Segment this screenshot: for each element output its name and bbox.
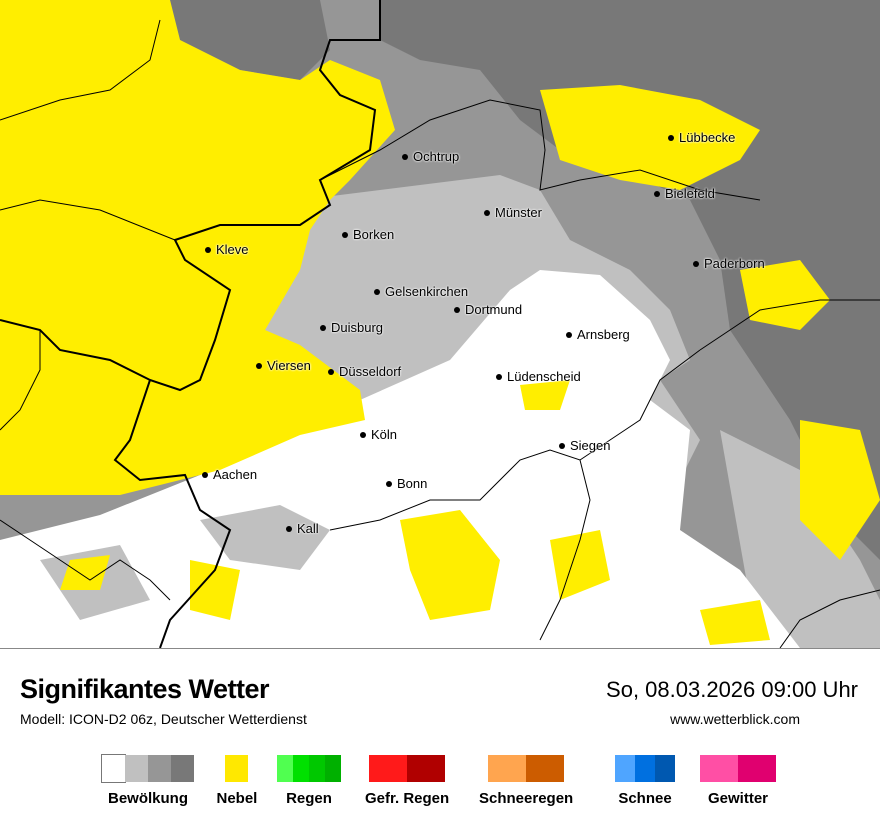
city-dot-icon	[202, 471, 208, 478]
cloud-dark-area	[170, 0, 330, 80]
city-label: Lübbecke	[668, 129, 735, 145]
fog-area	[400, 510, 500, 620]
legend-swatch	[615, 755, 635, 782]
legend-swatches	[101, 754, 194, 783]
city-label: Köln	[360, 426, 397, 442]
city-label: Borken	[342, 226, 394, 242]
city-label: Lüdenscheid	[496, 368, 581, 384]
fog-area	[740, 260, 830, 330]
fog-area	[60, 555, 110, 590]
legend-item: Gefr. Regen	[365, 755, 449, 807]
legend-label: Gefr. Regen	[365, 790, 450, 807]
legend-item: Schnee	[615, 755, 675, 807]
legend-label: Gewitter	[707, 790, 768, 807]
fog-area	[0, 0, 395, 495]
legend-swatch	[171, 755, 194, 782]
legend-label: Schneeregen	[479, 790, 574, 807]
city-dot-icon	[205, 246, 211, 253]
city-label: Aachen	[202, 466, 257, 482]
legend-swatch	[700, 755, 738, 782]
city-dot-icon	[566, 331, 572, 338]
city-label: Bonn	[386, 475, 427, 491]
cloud-dark-area	[380, 0, 880, 560]
fog-area	[190, 560, 240, 620]
city-dot-icon	[360, 431, 366, 438]
city-dot-icon	[668, 134, 674, 141]
city-label: Viersen	[256, 357, 311, 373]
legend-swatches	[217, 755, 258, 782]
legend-item: Bewölkung	[101, 754, 194, 807]
city-dot-icon	[286, 525, 292, 532]
legend-swatch	[293, 755, 309, 782]
legend-swatch	[738, 755, 776, 782]
legend-swatches	[615, 755, 675, 782]
legend-label: Regen	[286, 790, 332, 807]
city-label: Arnsberg	[566, 326, 630, 342]
fog-area	[550, 530, 610, 600]
city-dot-icon	[454, 306, 460, 313]
legend-item: Gewitter	[700, 755, 776, 807]
model-info: Modell: ICON-D2 06z, Deutscher Wetterdie…	[20, 711, 307, 727]
legend-item: Regen	[277, 755, 341, 807]
city-label: Düsseldorf	[328, 363, 401, 379]
legend-item: Schneeregen	[479, 755, 573, 807]
city-dot-icon	[374, 288, 380, 295]
city-label: Kall	[286, 520, 319, 536]
website-link[interactable]: www.wetterblick.com	[670, 711, 800, 727]
city-dot-icon	[386, 480, 392, 487]
legend-swatches	[277, 755, 341, 782]
legend-swatch	[225, 755, 249, 782]
city-label: Bielefeld	[654, 185, 715, 201]
legend-swatch	[309, 755, 325, 782]
legend-swatches	[365, 755, 449, 782]
city-dot-icon	[402, 153, 408, 160]
city-label: Kleve	[205, 241, 249, 257]
legend-swatch	[655, 755, 675, 782]
legend-swatch	[635, 755, 655, 782]
city-dot-icon	[559, 442, 565, 449]
legend-swatch	[369, 755, 408, 782]
legend-label: Bewölkung	[107, 790, 188, 807]
footer: Signifikantes Wetter Modell: ICON-D2 06z…	[0, 648, 880, 831]
city-label: Gelsenkirchen	[374, 283, 468, 299]
fog-area	[520, 380, 570, 410]
city-dot-icon	[484, 209, 490, 216]
city-dot-icon	[693, 260, 699, 267]
fog-area	[700, 600, 770, 645]
cloud-light-area	[200, 505, 330, 570]
city-label: Duisburg	[320, 319, 383, 335]
legend-swatch	[125, 755, 148, 782]
legend-swatches	[700, 755, 776, 782]
city-dot-icon	[320, 324, 326, 331]
city-label: Ochtrup	[402, 148, 459, 164]
city-label: Siegen	[559, 437, 610, 453]
city-dot-icon	[342, 231, 348, 238]
city-label: Paderborn	[693, 255, 765, 271]
city-dot-icon	[496, 373, 502, 380]
fog-area	[800, 420, 880, 560]
city-dot-icon	[328, 368, 334, 375]
legend-label: Schnee	[618, 790, 672, 807]
chart-title: Signifikantes Wetter	[20, 674, 270, 704]
legend-item: Nebel	[216, 755, 258, 807]
legend-swatch	[325, 755, 341, 782]
weather-map	[0, 0, 880, 648]
borders	[0, 0, 880, 648]
city-dot-icon	[256, 362, 262, 369]
legend-swatch	[407, 755, 446, 782]
city-label: Dortmund	[454, 301, 522, 317]
forecast-datetime: So, 08.03.2026 09:00 Uhr	[606, 677, 858, 702]
legend-swatch	[488, 755, 527, 782]
city-dot-icon	[654, 190, 660, 197]
cloud-light-area	[720, 430, 880, 648]
legend-swatch	[277, 755, 293, 782]
legend-label: Nebel	[216, 790, 258, 807]
legend-swatches	[479, 755, 573, 782]
city-label: Münster	[484, 204, 542, 220]
fog-area	[540, 85, 760, 190]
legend-swatch	[101, 754, 126, 783]
legend-swatch	[148, 755, 171, 782]
legend-swatch	[526, 755, 565, 782]
